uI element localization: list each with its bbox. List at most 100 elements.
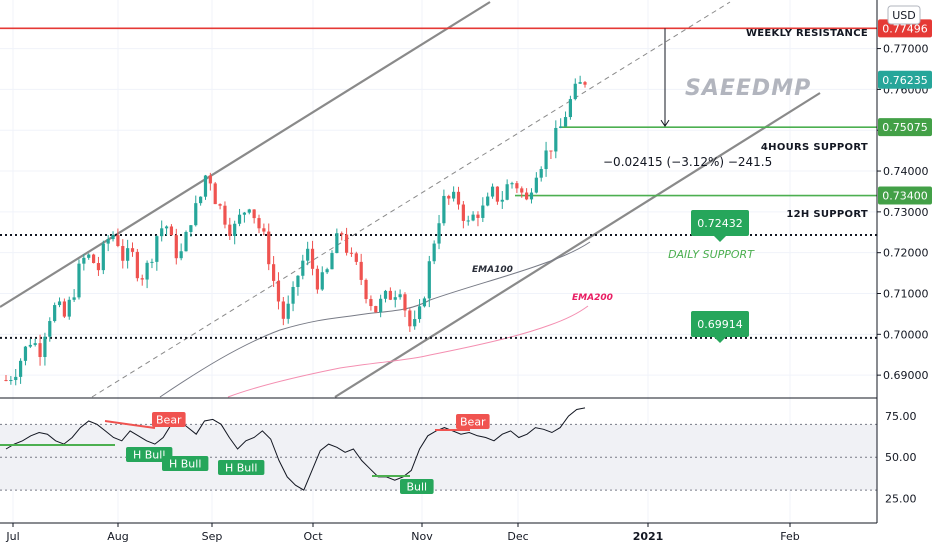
candle-body	[116, 235, 120, 247]
candle-body	[286, 303, 290, 319]
candle-body	[213, 183, 217, 205]
daily-support-tag: 0.72432	[691, 210, 749, 242]
candle-body	[490, 186, 495, 197]
candle-body	[237, 214, 242, 224]
candle-body	[325, 269, 329, 273]
candle-body	[525, 192, 529, 200]
candle-body	[432, 243, 436, 262]
lower-support-tag-text: 0.69914	[697, 318, 743, 331]
candle-body	[242, 212, 247, 215]
price-label-weekly-text: 0.77496	[882, 22, 928, 35]
ema200-label: EMA200	[572, 293, 613, 303]
candle-body	[573, 83, 577, 100]
rsi-label-3: H Bull	[218, 460, 265, 475]
candle-body	[383, 290, 388, 299]
candle-body	[437, 223, 441, 244]
currency-badge[interactable]: USD	[887, 5, 921, 25]
candle-body	[320, 272, 324, 290]
candle-body	[344, 234, 349, 253]
candle-body	[121, 246, 125, 261]
candle-body	[91, 254, 96, 264]
candle-body	[257, 218, 261, 229]
candle-body	[306, 248, 310, 261]
ema100-line	[159, 241, 591, 398]
time-tick-label: Feb	[780, 530, 799, 543]
rsi-tick-label: 75.00	[885, 410, 917, 423]
rsi-label-1: H Bull	[126, 447, 173, 462]
candle-body	[126, 248, 130, 261]
candle-body	[150, 261, 154, 263]
candle-body	[291, 286, 295, 304]
candle-body	[160, 228, 164, 237]
lower-support-tag: 0.69914	[691, 311, 749, 343]
price-label-last: 0.76235	[878, 70, 932, 89]
rsi-label-box	[400, 479, 434, 494]
candle-body	[398, 294, 402, 298]
rsi-label-box	[162, 456, 209, 471]
rsi-pane: Bear H Bull H Bull H Bull Bull Bear	[0, 397, 877, 494]
candle-body	[520, 188, 524, 193]
price-tick-label: 0.69000	[883, 369, 929, 382]
ema-lines	[159, 241, 591, 398]
candle-body	[28, 344, 32, 347]
candle-body	[281, 301, 285, 319]
candle-body	[106, 239, 110, 244]
candle-body	[495, 186, 500, 202]
candle-body	[456, 191, 461, 205]
channel-mid-line	[91, 1, 731, 398]
candle-body	[374, 306, 378, 313]
candle-body	[349, 252, 354, 254]
lower-support-tag-pointer	[714, 337, 726, 343]
time-tick-label: Jul	[5, 530, 19, 543]
price-tick-label: 0.72000	[883, 247, 929, 260]
candle-body	[203, 175, 208, 197]
price-tick-label: 0.73000	[883, 206, 929, 219]
candle-body	[515, 183, 519, 189]
candle-body	[184, 231, 188, 252]
candle-body	[262, 228, 266, 232]
candle-body	[18, 360, 23, 377]
candle-body	[354, 253, 358, 262]
candle-body	[53, 305, 57, 322]
lower-support-tag-box	[691, 311, 749, 337]
candle-body	[529, 192, 534, 200]
price-label-12h-text: 0.73400	[882, 190, 928, 203]
candle-body	[417, 306, 422, 320]
candle-body	[505, 184, 509, 200]
candle-body	[4, 380, 8, 382]
candle-body	[140, 278, 144, 280]
drawings: −0.02415 (−3.12%) −241.5 SAEEDMP WEEKLY RE…	[472, 28, 868, 343]
watermark-text: SAEEDMP	[685, 76, 811, 101]
currency-badge-text: USD	[892, 9, 916, 22]
labels: 0.77496 0.76235 0.75075 0.73400 USD	[878, 5, 932, 205]
rsi-tick-label: 50.00	[885, 451, 917, 464]
candle-body	[554, 127, 558, 152]
candle-body	[466, 220, 470, 222]
price-channel	[0, 1, 821, 398]
currency-badge-box	[887, 5, 921, 25]
candle-body	[364, 279, 368, 300]
price-tick-label: 0.70000	[883, 328, 929, 341]
candle-body	[96, 263, 101, 271]
candle-body	[442, 195, 446, 224]
price-tick-label: 0.71000	[883, 287, 929, 300]
candle-body	[174, 235, 178, 259]
candle-body	[228, 224, 232, 236]
rsi-label-box	[126, 447, 173, 462]
daily-support-tag-pointer	[714, 236, 726, 242]
candle-body	[135, 251, 139, 279]
candle-body	[310, 248, 315, 269]
candle-body	[164, 226, 169, 229]
candle-body	[67, 299, 71, 317]
candle-body	[315, 268, 319, 290]
candle-body	[247, 209, 251, 213]
candle-body	[208, 175, 212, 184]
measure-arrow-head	[660, 119, 670, 128]
candle-body	[388, 290, 392, 300]
rsi-line	[5, 407, 586, 491]
rsi-label-5: Bear	[456, 414, 490, 429]
candle-body	[223, 205, 227, 225]
candle-body	[14, 376, 18, 381]
candle-body	[534, 177, 538, 193]
